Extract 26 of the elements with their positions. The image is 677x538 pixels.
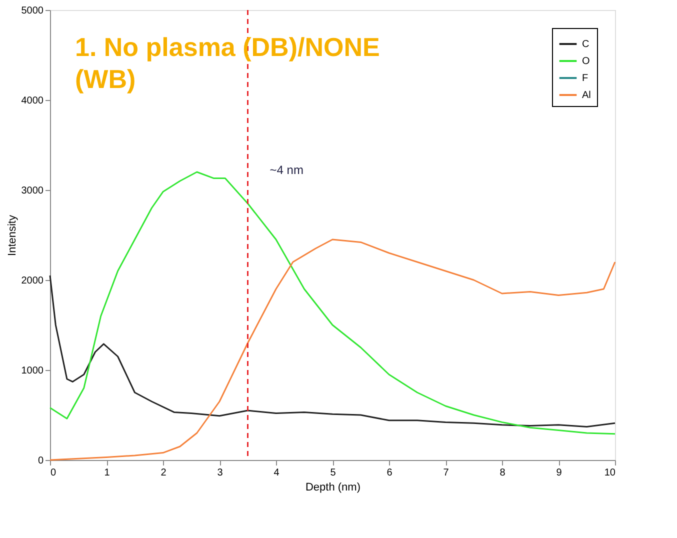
ref-line-label: ~4 nm: [270, 163, 304, 177]
y-tick-label: 4000: [21, 96, 44, 106]
legend-label: Al: [582, 90, 591, 101]
x-tick-label: 9: [556, 468, 562, 478]
legend-label: O: [582, 56, 590, 67]
x-tick-label: 8: [500, 468, 506, 478]
x-tick-label: 0: [50, 468, 56, 478]
y-tick-label: 1000: [21, 366, 44, 376]
x-tick-label: 5: [330, 468, 336, 478]
y-tick-label: 0: [38, 456, 44, 466]
x-axis-title: Depth (nm): [305, 482, 361, 494]
line-series: [49, 274, 616, 428]
annotation: 1. No plasma (DB)/NONE (WB): [75, 32, 380, 94]
x-tick-label: 3: [217, 468, 224, 478]
legend-label: C: [582, 39, 590, 50]
legend-label: F: [582, 73, 588, 84]
x-tick-label: 10: [604, 468, 616, 478]
y-tick-label: 5000: [21, 6, 44, 16]
x-tick-label: 4: [274, 468, 280, 478]
y-axis-title: Intensity: [6, 214, 18, 256]
y-tick-label: 2000: [21, 276, 44, 286]
y-tick-label: 3000: [21, 186, 44, 196]
x-tick-label: 1: [104, 468, 110, 478]
x-tick-label: 7: [443, 468, 450, 478]
x-tick-label: 2: [160, 468, 167, 478]
x-tick-label: 6: [386, 468, 393, 478]
